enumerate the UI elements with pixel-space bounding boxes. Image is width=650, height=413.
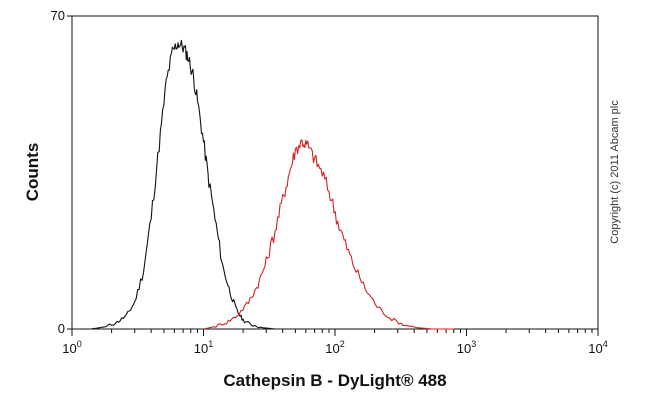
y-axis-title: Counts — [23, 143, 42, 202]
x-tick-exponent: 4 — [603, 339, 608, 349]
x-tick-exponent: 2 — [340, 339, 345, 349]
series-line-control — [91, 39, 276, 330]
x-axis-ticks: 100 101 102 103 104 — [62, 329, 608, 356]
x-tick-base: 10 — [588, 341, 602, 356]
x-tick-label: 101 — [194, 339, 213, 356]
x-tick-base: 10 — [194, 341, 208, 356]
y-tick-label: 0 — [58, 321, 65, 336]
x-tick-base: 10 — [325, 341, 339, 356]
series-line-stained — [203, 139, 454, 330]
x-tick-base: 10 — [457, 341, 471, 356]
copyright-notice: Copyright (c) 2011 Abcam plc — [609, 100, 621, 244]
x-tick-label: 104 — [588, 339, 607, 356]
y-axis-ticks: 0 70 — [51, 8, 72, 336]
x-axis-title: Cathepsin B - DyLight® 488 — [223, 371, 446, 390]
x-tick-label: 100 — [62, 339, 81, 356]
x-tick-exponent: 3 — [471, 339, 476, 349]
y-tick-label: 70 — [51, 8, 65, 23]
series-layer — [91, 39, 454, 330]
x-tick-label: 102 — [325, 339, 344, 356]
x-tick-exponent: 1 — [208, 339, 213, 349]
x-tick-exponent: 0 — [77, 339, 82, 349]
x-tick-base: 10 — [62, 341, 76, 356]
x-tick-label: 103 — [457, 339, 476, 356]
plot-frame — [71, 15, 599, 330]
